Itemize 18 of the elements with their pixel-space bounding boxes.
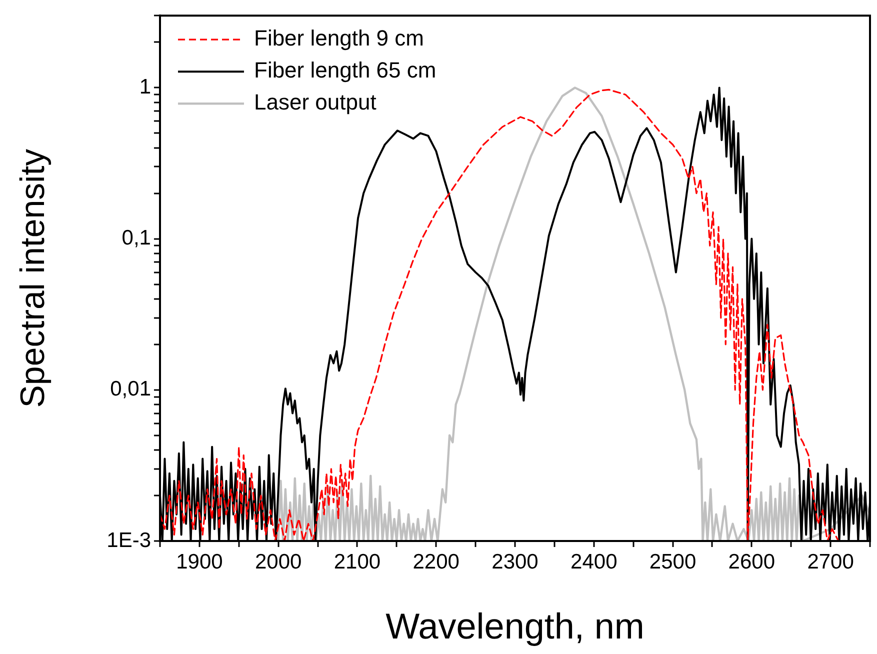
x-tick-label: 2100 [334, 550, 381, 574]
legend-label: Fiber length 65 cm [254, 58, 436, 83]
y-tick-label: 1E-3 [106, 528, 151, 552]
x-axis-title: Wavelength, nm [386, 605, 644, 646]
y-tick-label: 0,1 [122, 226, 151, 250]
x-tick-label: 2000 [254, 550, 302, 574]
y-tick-label: 1 [139, 75, 151, 98]
x-tick-label: 2500 [649, 550, 696, 574]
x-tick-label: 2600 [728, 550, 776, 574]
y-axis-title: Spectral intensity [14, 148, 52, 408]
x-tick-label: 2700 [807, 550, 854, 574]
x-tick-label: 1900 [176, 550, 223, 574]
legend-label: Fiber length 9 cm [254, 26, 424, 51]
y-tick-label: 0,01 [110, 378, 151, 401]
x-tick-label: 2300 [492, 550, 538, 574]
x-tick-label: 2200 [412, 550, 460, 574]
legend-label: Laser output [254, 90, 376, 115]
x-tick-label: 2400 [570, 550, 618, 574]
